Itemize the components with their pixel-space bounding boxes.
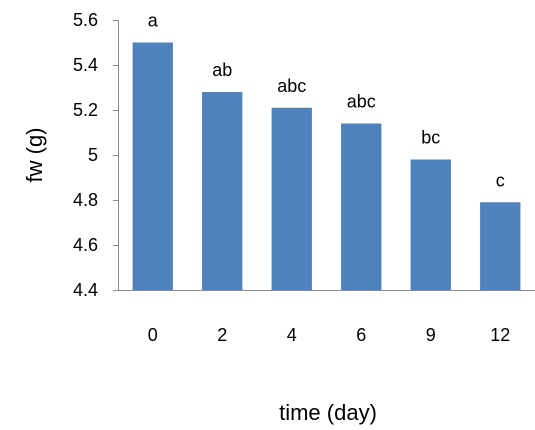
y-axis-ticks: 4.4 4.6 4.8 5 5.2 5.4 5.6 (73, 10, 118, 300)
x-axis-ticks: 0 2 4 6 9 12 (148, 325, 511, 345)
bar-data-label: abc (347, 92, 376, 112)
bar (271, 107, 312, 290)
bar (410, 159, 451, 290)
bar-data-label: a (148, 11, 159, 31)
x-tick-label: 2 (217, 325, 227, 345)
bars-layer (132, 42, 521, 290)
bar-data-label: ab (212, 60, 232, 80)
x-tick-label: 6 (356, 325, 366, 345)
y-tick-label: 4.8 (73, 190, 98, 210)
bar (480, 202, 521, 290)
bar (132, 42, 173, 290)
y-tick-label: 5.6 (73, 10, 98, 30)
x-tick-label: 4 (287, 325, 297, 345)
bar-data-label: c (496, 170, 505, 190)
x-axis-title: time (day) (279, 400, 377, 425)
x-tick-label: 9 (426, 325, 436, 345)
y-tick-label: 4.4 (73, 280, 98, 300)
bar (202, 92, 243, 290)
x-tick-label: 0 (148, 325, 158, 345)
bar-data-label: abc (277, 76, 306, 96)
y-tick-label: 5 (88, 145, 98, 165)
y-tick-label: 5.4 (73, 55, 98, 75)
y-tick-label: 5.2 (73, 100, 98, 120)
bar-data-label: bc (421, 128, 440, 148)
y-axis-title: fw (g) (22, 128, 47, 183)
y-tick-label: 4.6 (73, 235, 98, 255)
data-labels-layer: a ab abc abc bc c (148, 11, 505, 191)
x-tick-label: 12 (490, 325, 510, 345)
bar (341, 123, 382, 290)
